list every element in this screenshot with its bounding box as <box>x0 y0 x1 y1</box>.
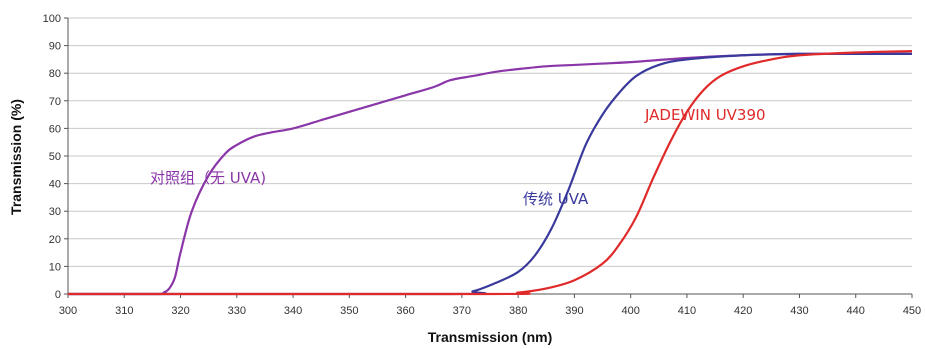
series-label-control: 对照组（无 UVA) <box>150 169 266 187</box>
x-tick-label: 420 <box>734 305 752 317</box>
x-tick-label: 350 <box>340 305 358 317</box>
x-tick-label: 410 <box>678 305 696 317</box>
x-tick-label: 390 <box>565 305 583 317</box>
y-tick-label: 30 <box>49 206 61 218</box>
x-tick-label: 300 <box>59 305 77 317</box>
x-tick-label: 430 <box>790 305 808 317</box>
y-tick-label: 70 <box>49 96 61 108</box>
x-tick-label: 310 <box>115 305 133 317</box>
series-label-traditional-uva: 传统 UVA <box>523 190 589 208</box>
series-line-2 <box>67 50 913 296</box>
x-tick-label: 360 <box>396 305 414 317</box>
series-line-1 <box>67 52 912 296</box>
x-tick-label: 340 <box>284 305 302 317</box>
series-line-0 <box>67 52 912 296</box>
y-tick-label: 40 <box>49 179 61 191</box>
x-tick-label: 370 <box>453 305 471 317</box>
y-tick-label: 60 <box>49 123 61 135</box>
series-label-jadewin: JADEWIN UV390 <box>644 106 766 124</box>
x-tick-label: 450 <box>903 305 921 317</box>
y-tick-label: 0 <box>55 289 61 301</box>
y-tick-labels: 0 10 20 30 40 50 60 70 80 90 100 <box>43 13 68 301</box>
grid-lines <box>68 17 912 267</box>
x-tick-label: 330 <box>228 305 246 317</box>
x-axis-title: Transmission (nm) <box>428 329 552 345</box>
x-tick-label: 400 <box>621 305 639 317</box>
y-axis-title: Transmission (%) <box>8 99 24 215</box>
y-tick-label: 80 <box>49 68 61 80</box>
y-tick-label: 20 <box>49 234 61 246</box>
y-tick-label: 50 <box>49 151 61 163</box>
y-tick-label: 10 <box>49 261 61 273</box>
y-tick-label: 100 <box>43 13 61 25</box>
x-tick-label: 320 <box>171 305 189 317</box>
y-tick-label: 90 <box>49 41 61 53</box>
x-tick-label: 380 <box>509 305 527 317</box>
x-tick-label: 440 <box>847 305 865 317</box>
x-tick-labels: 300 310 320 330 340 350 360 370 380 390 400 410 420 4… <box>59 294 921 317</box>
series-lines <box>67 50 913 296</box>
